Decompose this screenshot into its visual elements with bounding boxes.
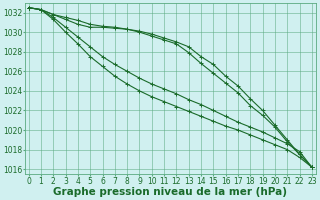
- X-axis label: Graphe pression niveau de la mer (hPa): Graphe pression niveau de la mer (hPa): [53, 187, 287, 197]
